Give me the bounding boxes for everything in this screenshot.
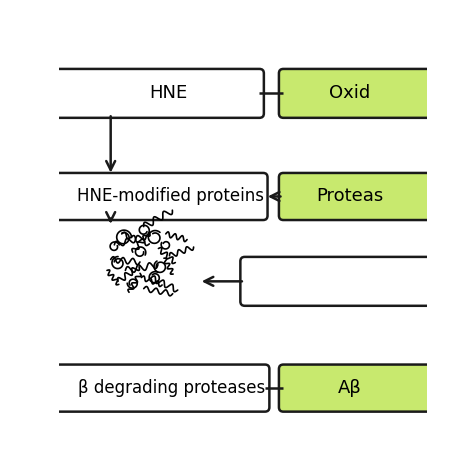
FancyBboxPatch shape	[240, 257, 449, 306]
Text: HNE-modified proteins: HNE-modified proteins	[77, 188, 264, 206]
Text: HNE: HNE	[149, 84, 188, 102]
Text: Aβ: Aβ	[337, 379, 361, 397]
FancyBboxPatch shape	[40, 173, 267, 220]
FancyBboxPatch shape	[279, 365, 449, 411]
Text: Oxid: Oxid	[329, 84, 370, 102]
FancyBboxPatch shape	[279, 69, 449, 118]
FancyBboxPatch shape	[40, 365, 269, 411]
FancyBboxPatch shape	[40, 69, 264, 118]
Text: β degrading proteases: β degrading proteases	[78, 379, 265, 397]
Text: Proteas: Proteas	[316, 188, 383, 206]
FancyBboxPatch shape	[279, 173, 449, 220]
